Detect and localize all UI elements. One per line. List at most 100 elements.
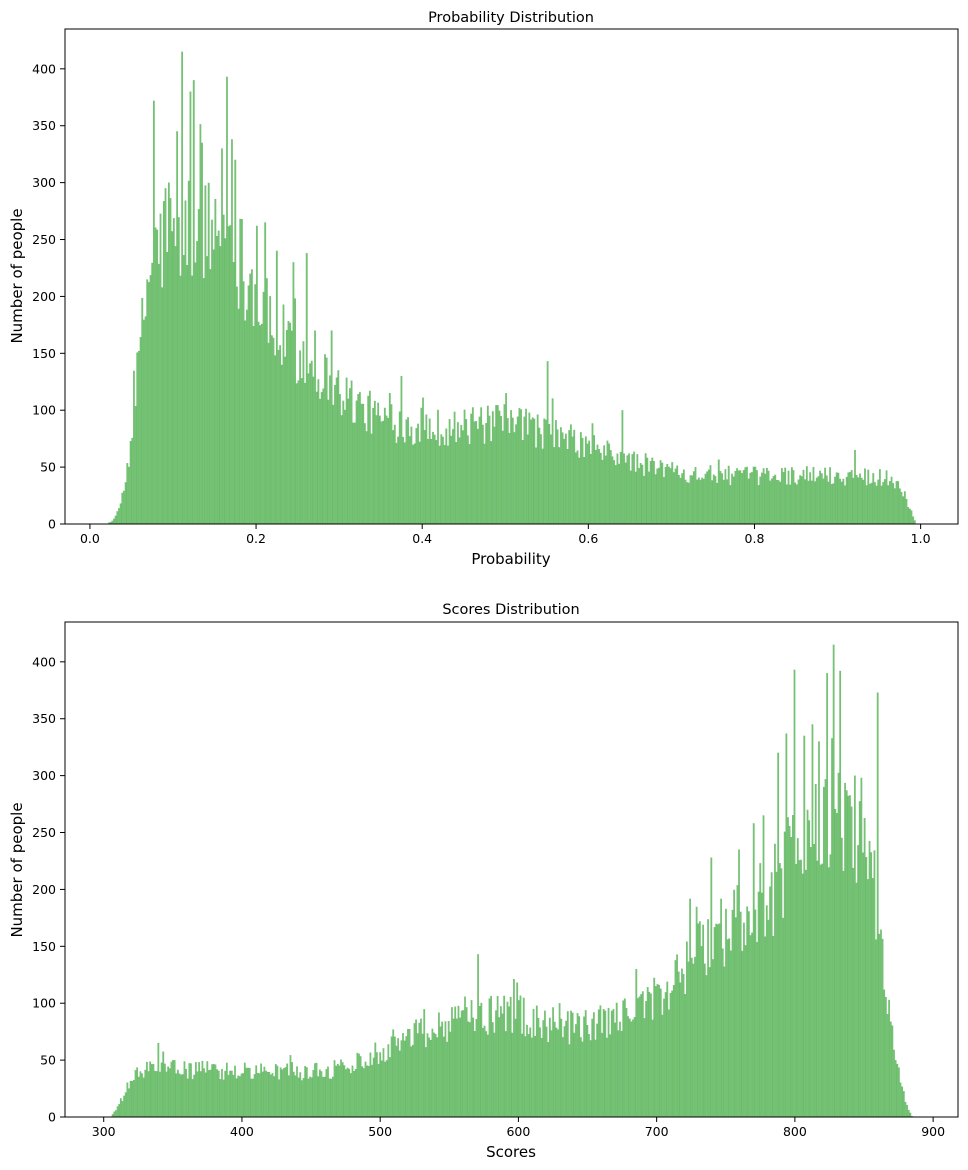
- histogram-bar: [734, 917, 737, 1118]
- histogram-bar: [831, 738, 833, 1118]
- histogram-bar: [767, 919, 770, 1118]
- histogram-bar: [902, 1091, 905, 1118]
- histogram-bar: [510, 410, 512, 525]
- histogram-bar: [879, 469, 881, 525]
- histogram-bar: [686, 482, 689, 525]
- histogram-bar: [692, 471, 695, 525]
- histogram-bar: [622, 1000, 625, 1118]
- histogram-bar: [889, 1021, 892, 1118]
- histogram-bar: [545, 419, 547, 525]
- histogram-bar: [604, 1010, 607, 1118]
- histogram-bar: [526, 1024, 528, 1118]
- histogram-bar: [433, 434, 436, 525]
- histogram-bar: [664, 467, 667, 525]
- histogram-bar: [757, 485, 760, 525]
- plot-frame: [64, 621, 959, 1118]
- histogram-bar: [717, 459, 720, 525]
- bar-series: [110, 644, 913, 1118]
- histogram-bar: [897, 481, 900, 525]
- histogram-bar: [317, 379, 320, 525]
- y-tick-label: 400: [32, 61, 56, 76]
- y-tick-label: 250: [32, 232, 56, 247]
- histogram-bar: [697, 923, 700, 1118]
- histogram-bar: [263, 1066, 266, 1118]
- histogram-bar: [762, 815, 765, 1118]
- histogram-bar: [457, 1005, 460, 1118]
- histogram-bar: [466, 435, 469, 525]
- histogram-bar: [262, 291, 265, 525]
- histogram-bar: [354, 422, 356, 525]
- histogram-bar: [402, 1033, 404, 1118]
- histogram-bar: [465, 419, 468, 525]
- histogram-bar: [428, 418, 431, 525]
- histogram-bar: [589, 1040, 592, 1118]
- histogram-bar: [694, 956, 696, 1118]
- histogram-bar: [633, 451, 635, 525]
- histogram-bar: [829, 854, 832, 1118]
- histogram-bar: [176, 131, 179, 525]
- x-tick-label: 0.0: [80, 531, 100, 546]
- histogram-bar: [619, 451, 622, 525]
- histogram-bar: [242, 281, 245, 525]
- histogram-bar: [701, 477, 704, 525]
- histogram-bar: [677, 971, 680, 1118]
- histogram-bar: [307, 1078, 310, 1118]
- histogram-bar: [576, 1013, 579, 1118]
- histogram-bar: [449, 1031, 452, 1118]
- histogram-bar: [372, 407, 375, 525]
- histogram-bar: [197, 209, 200, 525]
- histogram-bar: [769, 480, 772, 525]
- histogram-bar: [184, 200, 187, 525]
- histogram-bar: [272, 337, 275, 525]
- histogram-bar: [772, 936, 775, 1118]
- histogram-bar: [566, 449, 569, 525]
- histogram-bar: [795, 863, 798, 1118]
- histogram-bar: [640, 994, 643, 1118]
- histogram-bar: [300, 378, 303, 525]
- histogram-bar: [431, 1028, 434, 1118]
- histogram-bar: [289, 1055, 292, 1118]
- histogram-bar: [477, 954, 479, 1118]
- histogram-bar: [676, 954, 678, 1118]
- histogram-bar: [445, 428, 448, 525]
- histogram-bar: [898, 488, 901, 525]
- histogram-bar: [451, 1007, 453, 1118]
- histogram-bar: [739, 470, 742, 525]
- histogram-bar: [347, 398, 350, 525]
- histogram-bar: [681, 968, 683, 1118]
- probability-chart: Probability Distribution 0.0 0.2 0.4 0.6 0.8…: [8, 10, 959, 568]
- histogram-bar: [496, 405, 499, 525]
- histogram-bar: [270, 335, 273, 525]
- histogram-bar: [483, 443, 486, 525]
- histogram-bar: [720, 898, 722, 1118]
- histogram-bar: [819, 864, 822, 1118]
- histogram-bar: [144, 1069, 147, 1118]
- histogram-bar: [358, 392, 361, 525]
- histogram-bar: [676, 465, 679, 525]
- histogram-bar: [165, 1071, 168, 1118]
- histogram-bar: [907, 507, 910, 525]
- histogram-bar: [345, 1069, 347, 1118]
- histogram-bar: [520, 409, 522, 525]
- histogram-bar: [783, 831, 786, 1118]
- x-axis-label: Probability: [471, 550, 550, 568]
- histogram-bar: [722, 479, 725, 525]
- histogram-bar: [201, 142, 203, 525]
- histogram-bar: [666, 463, 669, 525]
- histogram-bar: [836, 812, 838, 1118]
- histogram-bar: [279, 345, 282, 525]
- histogram-bar: [460, 1010, 463, 1118]
- histogram-bar: [405, 1036, 408, 1118]
- histogram-bar: [368, 390, 371, 525]
- histogram-bar: [123, 490, 125, 525]
- histogram-bar: [114, 515, 117, 525]
- histogram-bar: [274, 1064, 277, 1118]
- histogram-bar: [565, 1020, 568, 1118]
- histogram-bar: [378, 415, 381, 525]
- histogram-bar: [410, 426, 413, 525]
- histogram-bar: [519, 995, 522, 1118]
- histogram-bar: [222, 214, 225, 525]
- histogram-bar: [907, 1109, 910, 1118]
- histogram-bar: [420, 1018, 422, 1118]
- histogram-bar: [395, 1045, 398, 1118]
